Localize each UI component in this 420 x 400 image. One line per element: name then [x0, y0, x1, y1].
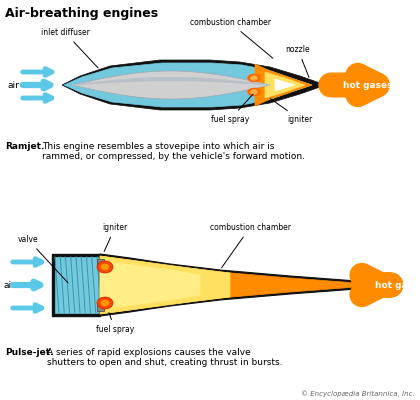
Text: Ramjet.: Ramjet. [5, 142, 45, 151]
Text: combustion chamber: combustion chamber [210, 223, 291, 268]
Text: hot gases: hot gases [343, 80, 393, 90]
Polygon shape [55, 257, 98, 313]
Polygon shape [72, 71, 270, 99]
Ellipse shape [251, 90, 257, 94]
Text: air: air [8, 80, 20, 90]
Text: Air-breathing engines: Air-breathing engines [5, 7, 158, 20]
Text: valve: valve [18, 235, 68, 283]
Text: Pulse-jet.: Pulse-jet. [5, 348, 53, 357]
Polygon shape [62, 60, 330, 110]
Polygon shape [100, 256, 385, 314]
Ellipse shape [97, 297, 113, 309]
Polygon shape [100, 254, 385, 316]
Text: hot gases: hot gases [375, 280, 420, 290]
Ellipse shape [101, 300, 109, 306]
Polygon shape [255, 64, 312, 106]
Ellipse shape [101, 264, 109, 270]
Ellipse shape [248, 88, 260, 96]
Polygon shape [52, 254, 100, 316]
Text: A series of rapid explosions causes the valve
shutters to open and shut, creatin: A series of rapid explosions causes the … [47, 348, 283, 367]
Bar [97, 259, 104, 265]
Text: combustion chamber: combustion chamber [189, 18, 273, 58]
Bar [97, 305, 104, 311]
Text: This engine resembles a stovepipe into which air is
rammed, or compressed, by th: This engine resembles a stovepipe into w… [42, 142, 305, 161]
Text: fuel spray: fuel spray [211, 94, 253, 124]
Text: fuel spray: fuel spray [96, 313, 134, 334]
Polygon shape [265, 72, 305, 98]
Ellipse shape [248, 74, 260, 82]
Polygon shape [100, 256, 230, 314]
Ellipse shape [251, 76, 257, 80]
Ellipse shape [97, 261, 113, 273]
Text: air: air [4, 280, 16, 290]
Polygon shape [100, 262, 200, 308]
Text: inlet diffuser: inlet diffuser [41, 28, 98, 68]
Polygon shape [72, 77, 270, 85]
Text: igniter: igniter [270, 98, 312, 124]
Text: nozzle: nozzle [286, 45, 310, 78]
Polygon shape [64, 63, 312, 107]
Text: igniter: igniter [102, 223, 128, 252]
Polygon shape [275, 79, 295, 91]
Text: © Encyclopædia Britannica, Inc.: © Encyclopædia Britannica, Inc. [301, 390, 415, 397]
